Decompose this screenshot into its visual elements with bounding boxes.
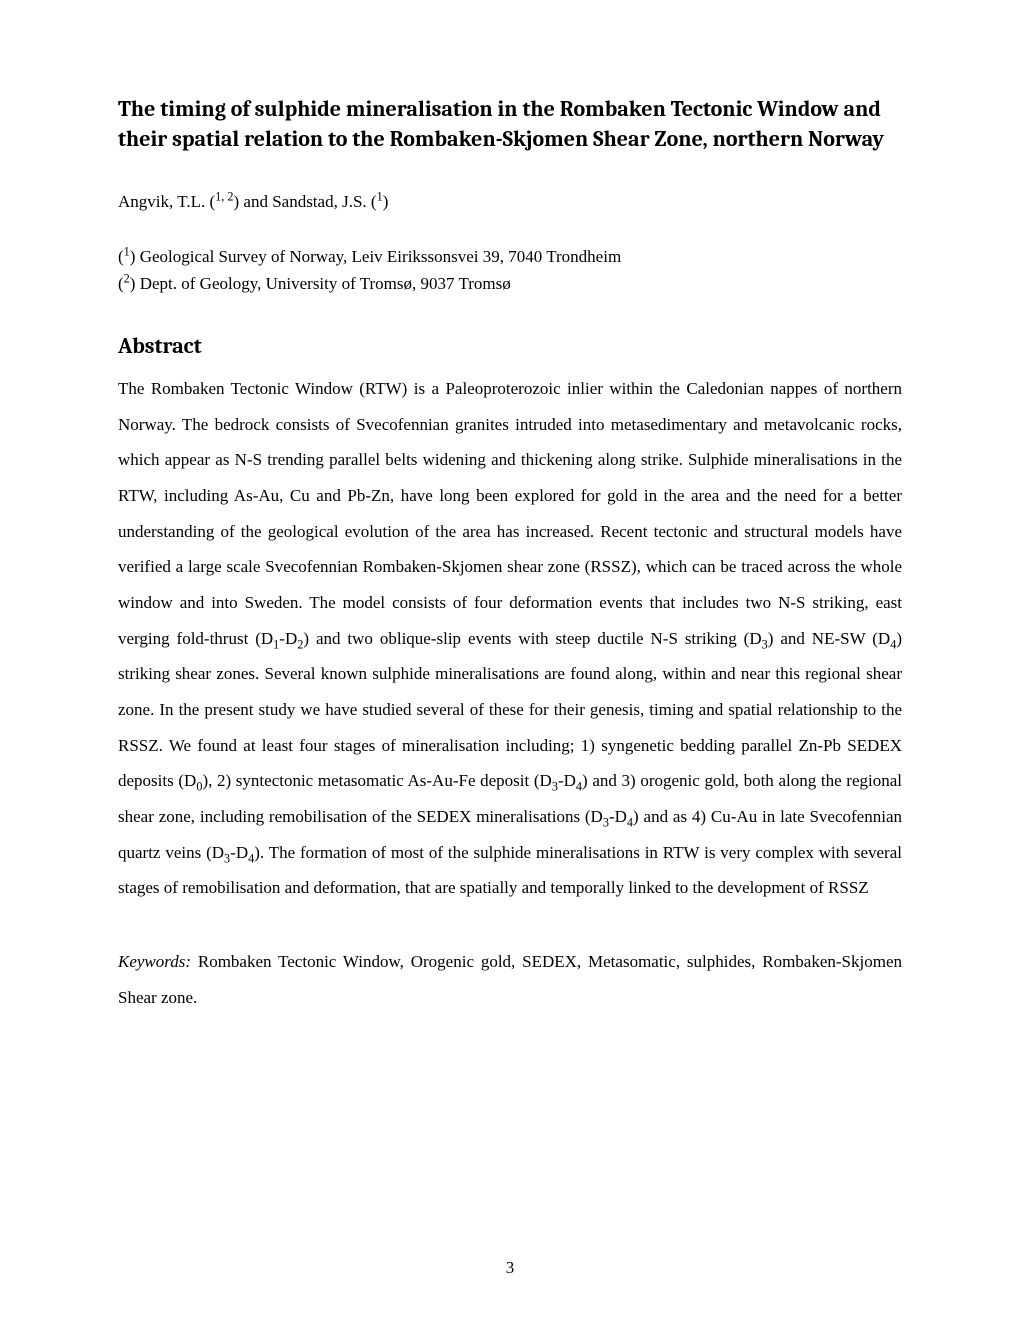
affiliations: (1) Geological Survey of Norway, Leiv Ei… xyxy=(118,244,902,297)
abs-f: ), 2) syntectonic metasomatic As-Au-Fe d… xyxy=(202,771,551,790)
abstract-body: The Rombaken Tectonic Window (RTW) is a … xyxy=(118,371,902,906)
aff1-text: ) Geological Survey of Norway, Leiv Eiri… xyxy=(130,247,621,266)
abs-c: ) and two oblique-slip events with steep… xyxy=(303,629,761,648)
abs-d: ) and NE-SW (D xyxy=(768,629,890,648)
keywords-label: Keywords: xyxy=(118,952,191,971)
abs-k: -D xyxy=(230,843,248,862)
author-sup-1: 1, 2 xyxy=(215,190,233,204)
keywords-text: Rombaken Tectonic Window, Orogenic gold,… xyxy=(118,952,902,1007)
paper-title: The timing of sulphide mineralisation in… xyxy=(118,95,902,154)
affiliation-2: (2) Dept. of Geology, University of Trom… xyxy=(118,271,902,297)
abs-e: ) striking shear zones. Several known su… xyxy=(118,629,902,791)
abs-a: The Rombaken Tectonic Window (RTW) is a … xyxy=(118,379,902,648)
aff2-text: ) Dept. of Geology, University of Tromsø… xyxy=(130,274,511,293)
abs-b: -D xyxy=(279,629,297,648)
keywords: Keywords: Rombaken Tectonic Window, Orog… xyxy=(118,944,902,1015)
author-mid: ) and Sandstad, J.S. ( xyxy=(233,192,376,211)
abstract-heading: Abstract xyxy=(118,333,902,359)
author-text: Angvik, T.L. ( xyxy=(118,192,215,211)
page-number: 3 xyxy=(0,1258,1020,1278)
abs-g: -D xyxy=(558,771,576,790)
affiliation-1: (1) Geological Survey of Norway, Leiv Ei… xyxy=(118,244,902,270)
authors-line: Angvik, T.L. (1, 2) and Sandstad, J.S. (… xyxy=(118,190,902,214)
author-end: ) xyxy=(383,192,389,211)
abs-i: -D xyxy=(609,807,627,826)
